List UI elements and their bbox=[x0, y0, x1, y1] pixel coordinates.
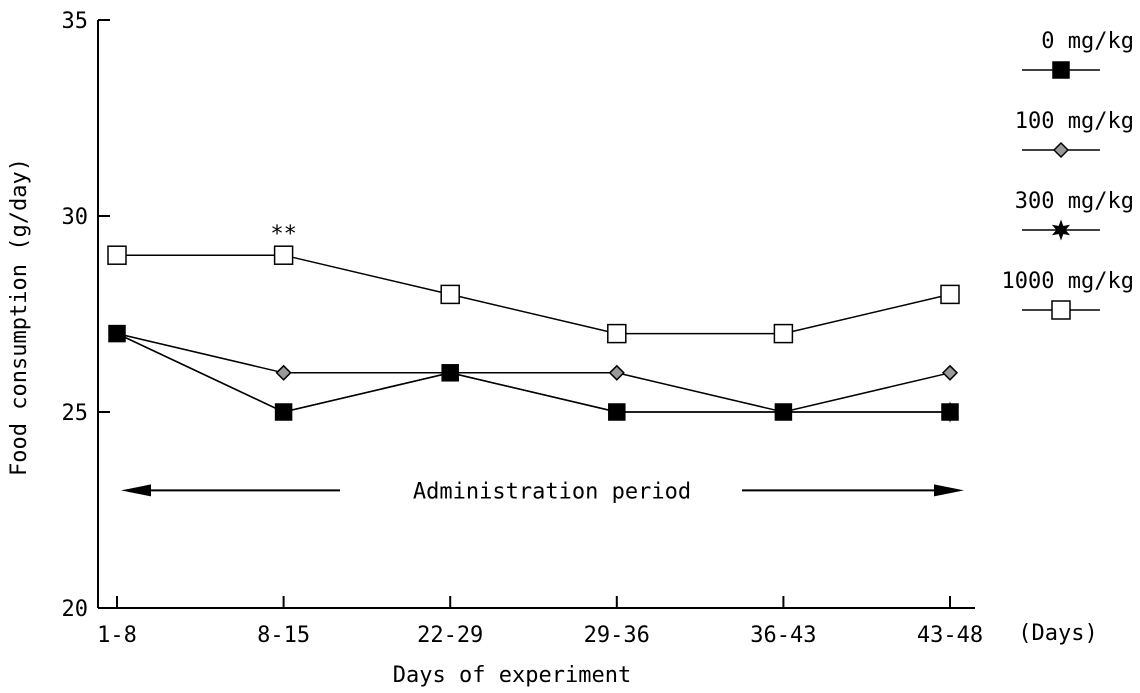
y-tick-label: 35 bbox=[62, 9, 89, 34]
y-axis-title: Food consumption (g/day) bbox=[7, 158, 32, 476]
data-point bbox=[941, 364, 959, 381]
x-axis-unit-label: (Days) bbox=[1018, 621, 1097, 646]
data-point bbox=[275, 364, 292, 381]
series-line-2 bbox=[116, 332, 950, 413]
data-point bbox=[608, 364, 625, 381]
data-point bbox=[608, 403, 626, 421]
x-tick-label: 22-29 bbox=[417, 623, 483, 648]
series-line-3 bbox=[117, 254, 951, 335]
legend-marker bbox=[1051, 300, 1071, 320]
series-markers bbox=[107, 245, 960, 423]
data-point bbox=[773, 323, 794, 344]
data-point bbox=[274, 403, 293, 421]
legend-marker bbox=[1051, 219, 1071, 241]
legend-label: 0 mg/kg bbox=[1041, 29, 1134, 54]
x-tick-label: 36-43 bbox=[750, 623, 816, 648]
y-tick-label: 20 bbox=[62, 597, 89, 622]
data-point bbox=[108, 324, 126, 343]
y-tick-label: 25 bbox=[62, 401, 89, 426]
x-tick-label: 43-48 bbox=[917, 623, 983, 648]
series-lines bbox=[116, 254, 951, 413]
period-arrow-right-head bbox=[934, 484, 964, 497]
administration-period-annotation: Administration period bbox=[121, 479, 964, 504]
data-point bbox=[107, 245, 127, 265]
legend-label: 1000 mg/kg bbox=[1002, 269, 1134, 294]
legend-marker bbox=[1052, 141, 1070, 159]
data-point bbox=[607, 323, 627, 344]
data-point bbox=[440, 284, 460, 305]
data-point bbox=[774, 403, 793, 421]
legend: 0 mg/kg 100 mg/kg 300 mg/kg 1000 mg/kg bbox=[1002, 29, 1134, 320]
axes bbox=[97, 20, 975, 609]
data-point bbox=[273, 245, 294, 265]
significance-marker: ** bbox=[270, 222, 297, 247]
y-tick-label: 30 bbox=[62, 205, 89, 230]
legend-marker bbox=[1052, 61, 1070, 79]
x-tick-label: 1-8 bbox=[97, 623, 137, 648]
data-point bbox=[940, 401, 960, 423]
x-axis-title: Days of experiment bbox=[393, 663, 631, 688]
legend-label: 300 mg/kg bbox=[1015, 189, 1134, 214]
x-ticks: 1-8 8-15 22-29 29-36 36-43 43-48 bbox=[97, 596, 983, 648]
period-arrow-left-head bbox=[121, 484, 151, 497]
data-point bbox=[940, 284, 960, 305]
annotations: ** bbox=[270, 222, 297, 247]
period-label: Administration period bbox=[413, 479, 691, 504]
legend-label: 100 mg/kg bbox=[1015, 109, 1134, 134]
x-tick-label: 29-36 bbox=[584, 623, 650, 648]
series-line-1 bbox=[116, 332, 951, 413]
x-tick-label: 8-15 bbox=[257, 623, 310, 648]
data-point bbox=[441, 364, 459, 382]
y-ticks: 20 25 30 35 bbox=[62, 9, 110, 622]
